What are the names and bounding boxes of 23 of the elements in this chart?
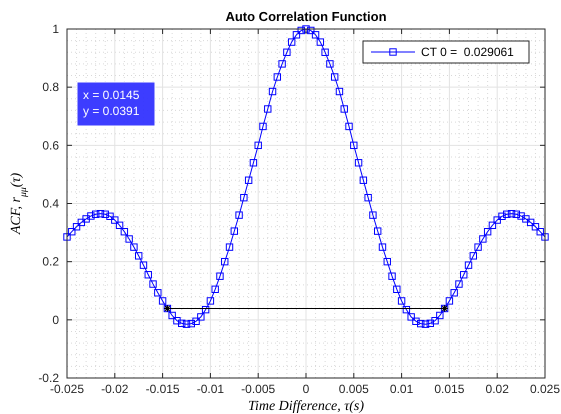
y-tick-label: 0.2 xyxy=(42,254,60,269)
y-tick-label: 0 xyxy=(52,312,60,327)
x-tick-label: -0.025 xyxy=(50,382,84,396)
x-tick-label: 0.005 xyxy=(338,382,370,396)
y-tick-label: 0.8 xyxy=(42,80,60,94)
x-tick-label: 0.025 xyxy=(530,382,560,396)
x-axis-title: Time Difference, τ(s) xyxy=(248,399,364,414)
x-tick-label: 0.015 xyxy=(434,382,465,396)
x-tick-label: -0.015 xyxy=(146,382,180,396)
y-tick-label: 1 xyxy=(52,22,60,36)
x-tick-label: -0.01 xyxy=(196,382,224,396)
x-tick-label: -0.005 xyxy=(241,382,276,396)
x-tick-label: 0 xyxy=(302,382,310,396)
y-tick-label: 0.4 xyxy=(42,196,60,210)
x-tick-label: -0.02 xyxy=(101,382,129,396)
y-tick-label: -0.2 xyxy=(38,371,60,385)
annotation: x = 0.0145 xyxy=(83,88,140,102)
chart-title: Auto Correlation Function xyxy=(225,9,387,24)
legend-label: CT 0 = 0.029061 xyxy=(421,45,514,59)
x-tick-label: 0.02 xyxy=(486,382,510,396)
annotation: y = 0.0391 xyxy=(83,104,140,118)
y-tick-label: 0.6 xyxy=(42,138,60,152)
x-tick-label: 0.01 xyxy=(390,382,414,396)
